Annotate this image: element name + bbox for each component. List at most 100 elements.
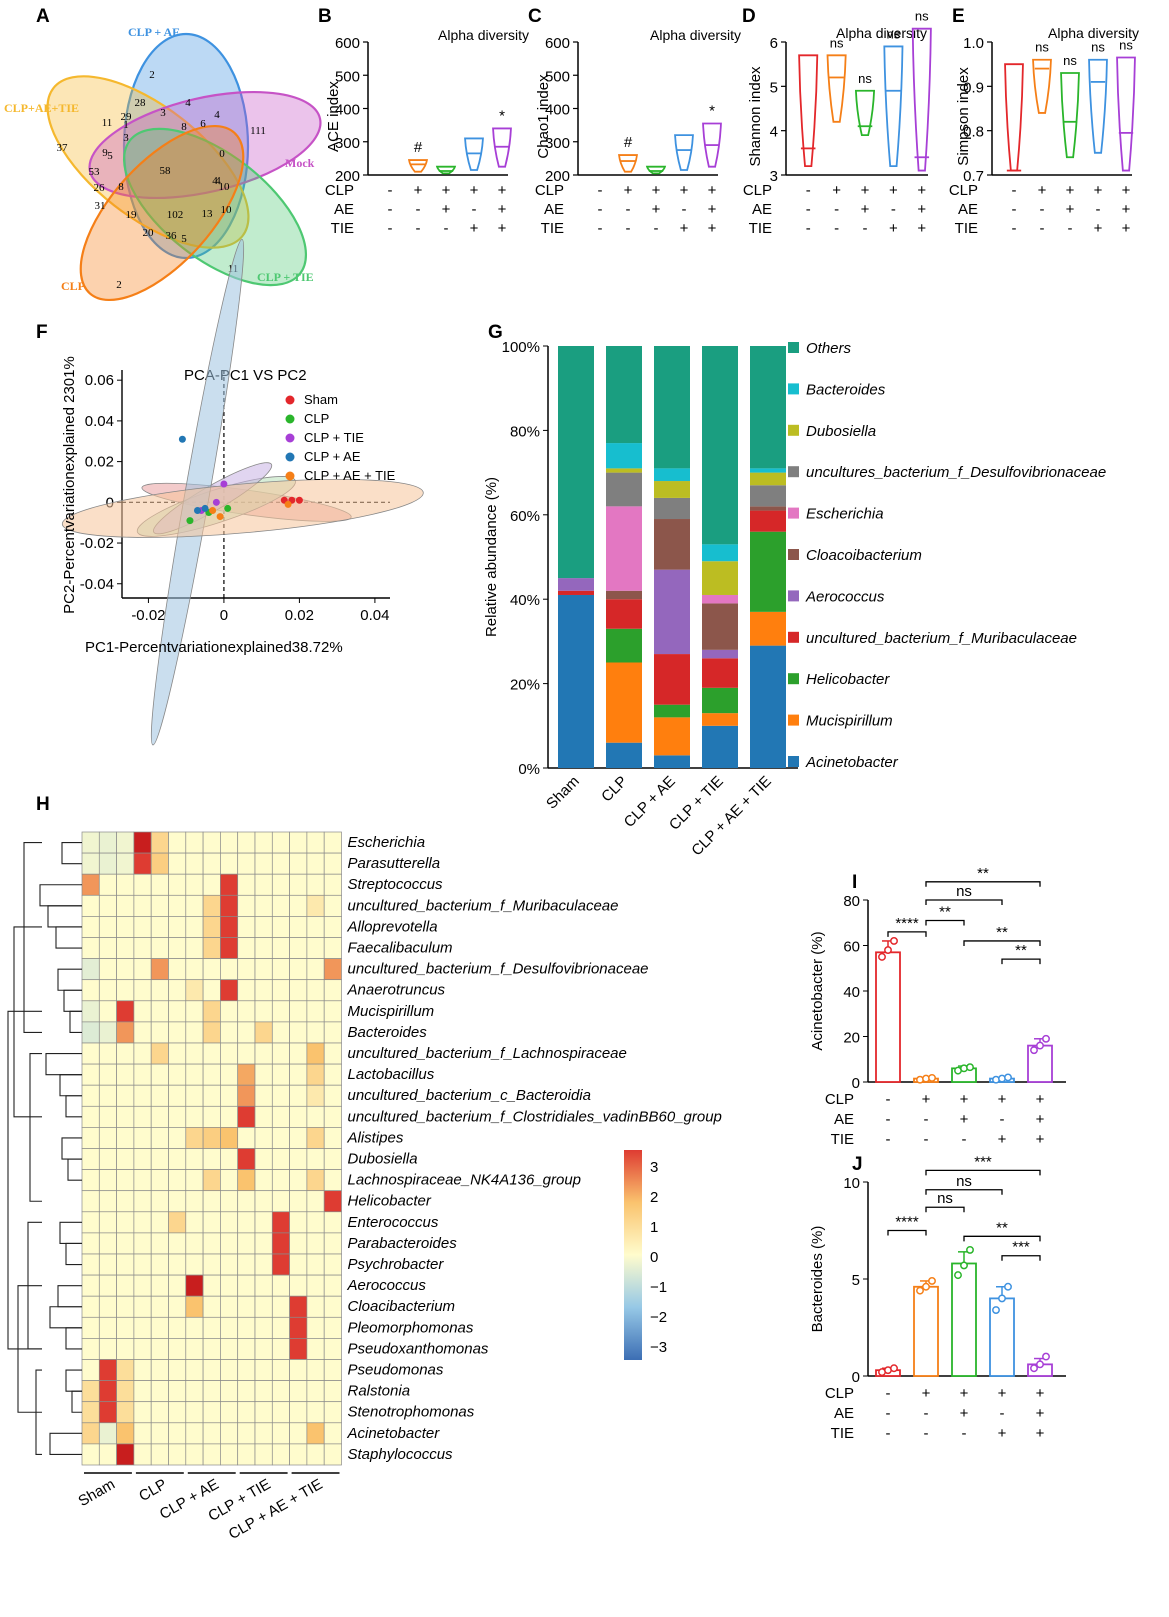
heat-cell bbox=[323, 1148, 342, 1170]
venn-count: 58 bbox=[160, 165, 172, 177]
heat-cell bbox=[81, 1105, 100, 1128]
heat-cell bbox=[306, 1190, 325, 1213]
legend-tick-label: −3 bbox=[650, 1339, 667, 1356]
heat-cell bbox=[271, 873, 290, 896]
heat-cell bbox=[289, 1443, 308, 1466]
heat-cell bbox=[254, 979, 273, 1002]
heat-cell bbox=[254, 1211, 273, 1234]
dendrogram-branch bbox=[59, 1074, 82, 1097]
heat-cell bbox=[323, 1380, 342, 1403]
y-axis-label: Relative abundance (%) bbox=[483, 477, 500, 637]
heat-cell bbox=[202, 1422, 221, 1445]
heat-cell bbox=[81, 1148, 100, 1170]
factor-label: AE bbox=[834, 1111, 854, 1128]
heat-cell bbox=[271, 1232, 290, 1255]
heat-cell bbox=[116, 1084, 135, 1107]
heat-cell bbox=[271, 1359, 290, 1381]
heat-cell bbox=[306, 1169, 325, 1192]
factor-value: - bbox=[806, 201, 811, 218]
violin-2 bbox=[435, 165, 457, 175]
factor-value: + bbox=[1066, 201, 1075, 218]
heat-cell bbox=[220, 1443, 239, 1466]
factor-value: - bbox=[834, 201, 839, 218]
heat-cell bbox=[168, 1380, 187, 1403]
significance-bracket bbox=[963, 940, 1041, 946]
color-scale-bar bbox=[624, 1150, 642, 1360]
heat-cell bbox=[185, 979, 204, 1002]
panel-label-J: J bbox=[852, 1154, 863, 1175]
heat-cell bbox=[237, 1274, 256, 1297]
dendrogram-branch bbox=[7, 1010, 42, 1350]
heat-cell bbox=[289, 916, 308, 938]
heat-cell bbox=[81, 958, 100, 981]
row-label: uncultured_bacterium_f_Lachnospiraceae bbox=[348, 1045, 627, 1062]
heat-cell bbox=[81, 1063, 100, 1086]
heat-cell bbox=[98, 979, 117, 1002]
heat-cell bbox=[133, 1338, 152, 1360]
heat-cell bbox=[202, 1316, 221, 1339]
data-point bbox=[884, 946, 892, 954]
heat-cell bbox=[237, 1021, 256, 1044]
heat-cell bbox=[271, 1063, 290, 1086]
factor-label: AE bbox=[544, 201, 564, 218]
pca-panel: PCA-PC1 VS PC2 -0.02 0 0.02 0.04 -0.04 -0.02 0 0… bbox=[61, 238, 424, 746]
heat-cell bbox=[306, 1211, 325, 1234]
heat-cell bbox=[98, 873, 117, 896]
venn-set-tie bbox=[122, 127, 308, 287]
panel-labels: A B C D E F G H I J bbox=[36, 6, 965, 1175]
heat-cell bbox=[271, 1338, 290, 1360]
heat-cell bbox=[98, 852, 117, 875]
chart-title: Alpha diversity bbox=[650, 27, 741, 43]
heat-cell bbox=[150, 1253, 169, 1276]
heat-cell bbox=[220, 1021, 239, 1044]
panel-label-H: H bbox=[36, 794, 50, 815]
heat-cell bbox=[168, 1316, 187, 1339]
factor-label: TIE bbox=[831, 1425, 854, 1442]
heat-cell bbox=[220, 1084, 239, 1107]
data-point bbox=[998, 1294, 1006, 1303]
heat-cell bbox=[202, 937, 221, 959]
factor-value: + bbox=[922, 1091, 931, 1108]
heat-cell bbox=[323, 1401, 342, 1424]
significance-bracket bbox=[925, 899, 1003, 905]
stack-segment-6 bbox=[606, 506, 642, 591]
heat-cell bbox=[98, 1000, 117, 1023]
heat-cell bbox=[237, 1169, 256, 1192]
heat-cell bbox=[220, 852, 239, 875]
heat-cell bbox=[202, 1105, 221, 1128]
heat-cell bbox=[98, 1148, 117, 1170]
heat-cell bbox=[185, 831, 204, 854]
heat-cell bbox=[220, 1169, 239, 1192]
heat-cell bbox=[150, 1422, 169, 1445]
heat-cell bbox=[98, 1380, 117, 1403]
heat-cell bbox=[289, 1422, 308, 1445]
heat-cell bbox=[289, 1253, 308, 1276]
factor-value: + bbox=[998, 1425, 1007, 1442]
violin-3 bbox=[1088, 58, 1108, 154]
heat-cell bbox=[306, 1253, 325, 1276]
heat-cell bbox=[237, 1105, 256, 1128]
significance-label: ns bbox=[937, 1190, 953, 1207]
significance-label: *** bbox=[974, 1153, 992, 1170]
significance-label: ** bbox=[939, 903, 951, 920]
y-tick-label: 100% bbox=[502, 339, 540, 356]
heat-cell bbox=[168, 1443, 187, 1466]
heat-cell bbox=[289, 958, 308, 981]
factor-value: - bbox=[891, 201, 896, 218]
heat-cell bbox=[185, 1232, 204, 1255]
heat-cell bbox=[289, 1401, 308, 1424]
dendrogram-branch bbox=[57, 1285, 82, 1308]
heat-cell bbox=[168, 958, 187, 981]
venn-count: 5 bbox=[181, 233, 187, 245]
heat-cell bbox=[116, 1295, 135, 1318]
heat-cell bbox=[323, 894, 342, 917]
legend-label: Bacteroides bbox=[806, 381, 886, 398]
row-label: Mucispirillum bbox=[348, 1003, 435, 1020]
significance-bracket bbox=[925, 881, 1041, 887]
heat-cell bbox=[168, 1105, 187, 1128]
heat-cell bbox=[202, 1401, 221, 1424]
heat-cell bbox=[306, 852, 325, 875]
heat-cell bbox=[81, 1295, 100, 1318]
stack-segment-3 bbox=[558, 590, 594, 595]
